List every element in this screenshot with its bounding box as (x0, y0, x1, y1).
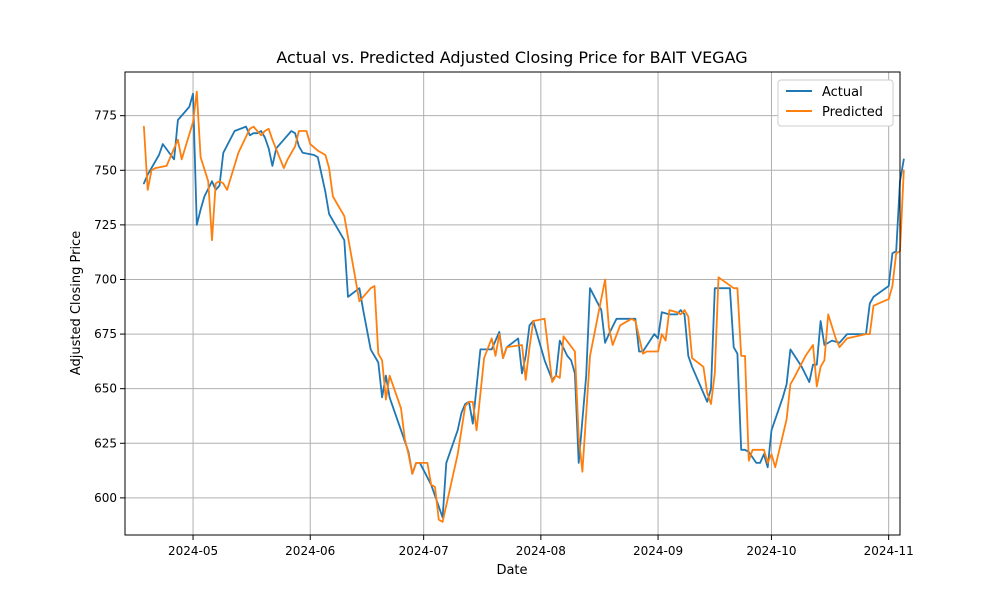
y-tick-label: 625 (94, 436, 117, 450)
y-tick-label: 600 (94, 491, 117, 505)
x-tick-label: 2024-07 (399, 544, 449, 558)
legend-label-predicted: Predicted (822, 105, 883, 120)
x-tick-label: 2024-08 (516, 544, 566, 558)
x-tick-label: 2024-06 (285, 544, 335, 558)
y-tick-label: 675 (94, 327, 117, 341)
y-tick-label: 700 (94, 272, 117, 286)
chart-title: Actual vs. Predicted Adjusted Closing Pr… (276, 48, 747, 67)
y-tick-label: 775 (94, 109, 117, 123)
y-tick-label: 750 (94, 163, 117, 177)
x-tick-label: 2024-09 (633, 544, 683, 558)
grid (125, 72, 900, 535)
series-line-predicted (142, 90, 905, 523)
x-tick-label: 2024-10 (746, 544, 796, 558)
y-tick-label: 725 (94, 218, 117, 232)
legend: Actual Predicted (777, 79, 894, 127)
y-axis-ticks: 600 625 650 675 700 725 750 775 (94, 109, 125, 505)
x-axis-label: Date (496, 563, 527, 578)
legend-label-actual: Actual (822, 85, 863, 100)
plot-frame (124, 71, 901, 536)
x-tick-label: 2024-05 (168, 544, 218, 558)
x-tick-label: 2024-11 (864, 544, 914, 558)
y-tick-label: 650 (94, 382, 117, 396)
series-lines (142, 90, 905, 523)
y-axis-label: Adjusted Closing Price (69, 231, 84, 375)
x-axis-ticks: 2024-05 2024-06 2024-07 2024-08 2024-09 2024-… (168, 535, 914, 558)
